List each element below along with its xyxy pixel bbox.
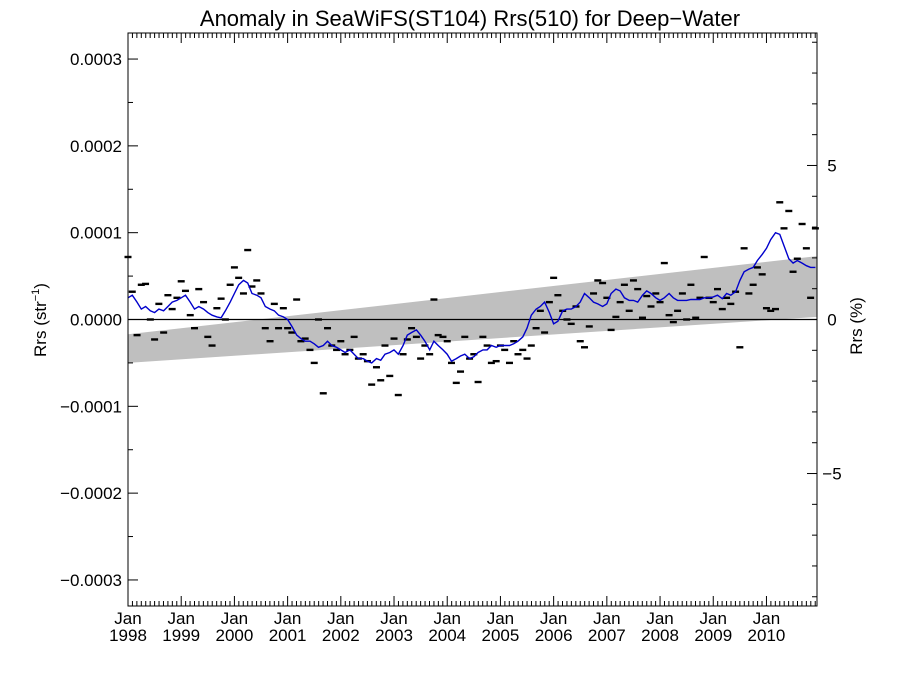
- x-tick-label-month: Jan: [593, 609, 620, 628]
- x-tick-label-year: 1999: [162, 626, 200, 645]
- smoothed-series-line: [127, 231, 816, 364]
- x-tick-label-month: Jan: [221, 609, 248, 628]
- monthly-points-layer: [124, 201, 819, 397]
- x-tick-label-month: Jan: [646, 609, 673, 628]
- x-tick-label-month: Jan: [753, 609, 780, 628]
- y-axis-title-left-close: ): [31, 283, 50, 289]
- x-tick-label-year: 1998: [109, 626, 147, 645]
- y-tick-label-left: −0.0002: [60, 484, 122, 503]
- y-tick-label-left: −0.0001: [60, 397, 122, 416]
- y-tick-label-right: −5: [822, 465, 841, 484]
- y-tick-label-left: 0.0000: [70, 311, 122, 330]
- x-tick-label-month: Jan: [167, 609, 194, 628]
- y-tick-label-left: 0.0001: [70, 224, 122, 243]
- x-tick-label-year: 2006: [535, 626, 573, 645]
- y-tick-label-left: 0.0002: [70, 137, 122, 156]
- x-tick-label-month: Jan: [380, 609, 407, 628]
- y-axis-title-right: Rrs (%): [847, 297, 866, 355]
- axis-ticks-layer: Jan1998Jan1999Jan2000Jan2001Jan2002Jan20…: [60, 33, 842, 645]
- x-tick-label-month: Jan: [114, 609, 141, 628]
- y-tick-label-left: −0.0003: [60, 571, 122, 590]
- x-tick-label-year: 2001: [269, 626, 307, 645]
- x-tick-label-month: Jan: [540, 609, 567, 628]
- x-tick-label-year: 2000: [215, 626, 253, 645]
- y-axis-title-left: Rrs (str−1): [30, 283, 50, 357]
- x-tick-label-year: 2002: [322, 626, 360, 645]
- x-tick-label-year: 2004: [428, 626, 466, 645]
- trend-band: [128, 256, 817, 363]
- x-tick-label-year: 2003: [375, 626, 413, 645]
- x-tick-label-year: 2005: [482, 626, 520, 645]
- smoothed-series-layer: [127, 231, 816, 364]
- x-tick-label-month: Jan: [434, 609, 461, 628]
- trend-band-layer: [128, 256, 817, 363]
- x-tick-label-month: Jan: [274, 609, 301, 628]
- y-tick-label-right: 5: [827, 156, 836, 175]
- x-tick-label-year: 2009: [694, 626, 732, 645]
- x-tick-label-month: Jan: [327, 609, 354, 628]
- y-tick-label-right: 0: [827, 311, 836, 330]
- x-tick-label-month: Jan: [700, 609, 727, 628]
- x-tick-label-year: 2007: [588, 626, 626, 645]
- y-tick-label-left: 0.0003: [70, 50, 122, 69]
- chart-title: Anomaly in SeaWiFS(ST104) Rrs(510) for D…: [200, 6, 740, 31]
- x-tick-label-year: 2010: [748, 626, 786, 645]
- x-tick-label-year: 2008: [641, 626, 679, 645]
- y-axis-title-left-text: Rrs (str: [31, 301, 50, 357]
- y-axis-title-left-exponent: −1: [30, 289, 42, 302]
- x-tick-label-month: Jan: [487, 609, 514, 628]
